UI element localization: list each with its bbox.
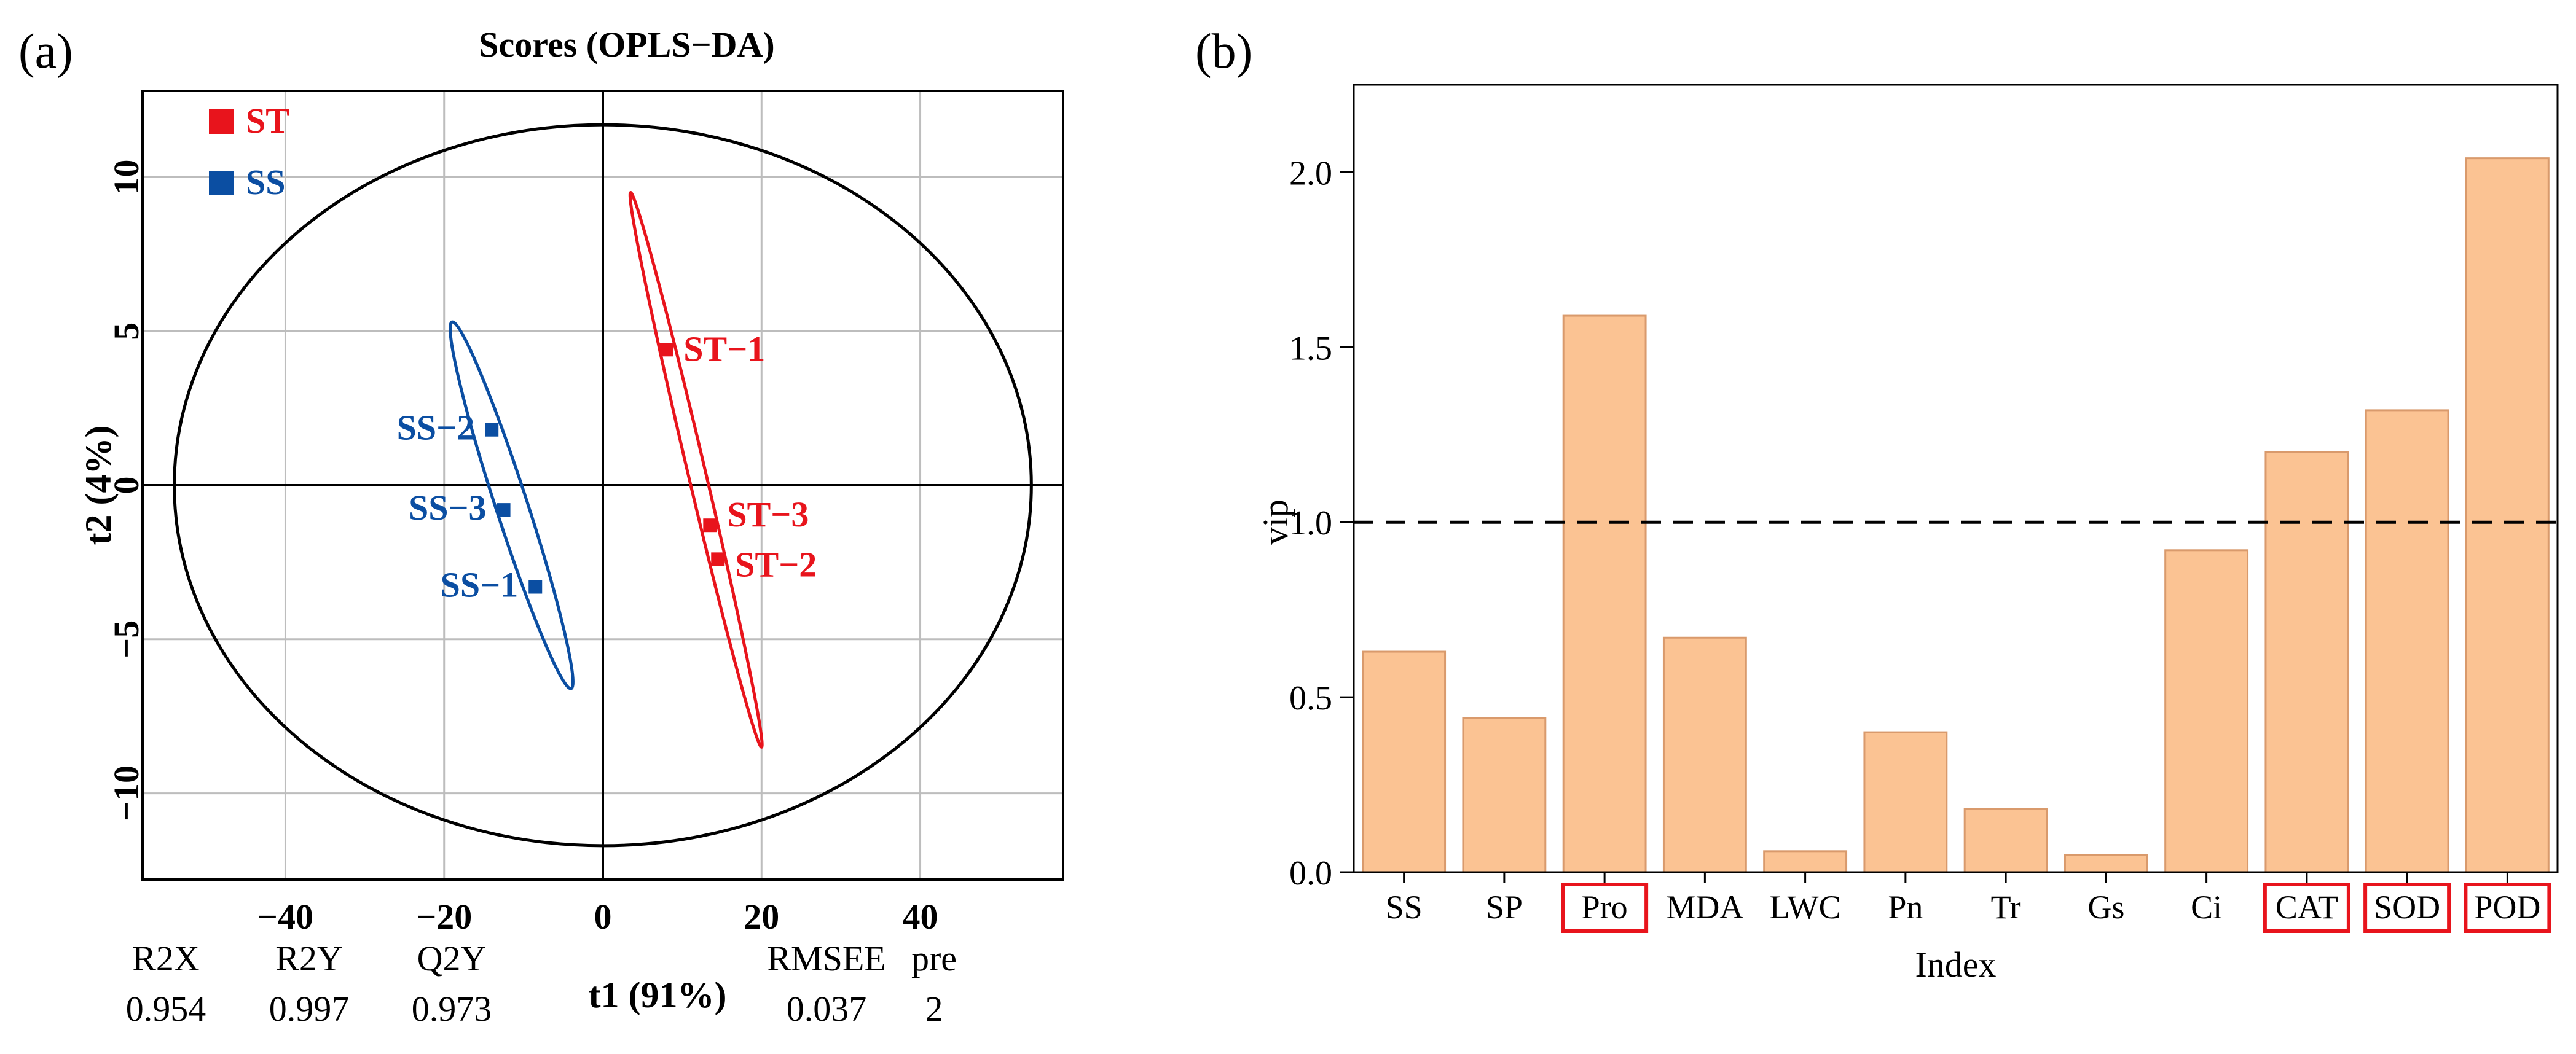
- vip-bar-pn: [1863, 731, 1948, 873]
- plot-frame: [1353, 84, 2559, 873]
- y-tick-label: 1.0: [1289, 504, 1332, 542]
- point-label: SS−1: [441, 565, 519, 605]
- stat-header: Q2Y: [417, 939, 487, 978]
- panel-a-title: Scores (OPLS−DA): [479, 25, 774, 64]
- x-tick-label: 20: [744, 897, 779, 937]
- score-point-ss: [497, 503, 511, 517]
- legend-swatch-ss: [209, 171, 234, 195]
- x-tick-label: SP: [1486, 889, 1523, 926]
- vip-bar-sp: [1462, 717, 1547, 873]
- x-tick-label: CAT: [2276, 889, 2338, 926]
- y-tick-label: −10: [106, 765, 146, 821]
- x-tick-label: 0: [594, 897, 612, 937]
- score-point-st: [703, 518, 717, 533]
- plot-frame: [141, 90, 1064, 881]
- legend-swatch-st: [209, 109, 234, 134]
- vip-bar-pro: [1562, 314, 1647, 873]
- stat-value: 0.973: [412, 989, 492, 1029]
- model-stats-table: R2X R2Y Q2Y RMSEE pre 0.954 0.997 0.973 0.037 2: [126, 939, 957, 1029]
- vip-bar-mda: [1662, 636, 1747, 873]
- panel-b-vip-chart: (b) 0.0 0.5 1.0 1.5 2.0 SS SP Pro MDA LWC Pn Tr Gs C…: [1195, 25, 2559, 985]
- y-tick-labels: −10 −5 0 5 10: [106, 159, 146, 821]
- x-tick-labels: −40 −20 0 20 40: [257, 897, 938, 937]
- x-tick-label: POD: [2474, 889, 2540, 926]
- point-label: ST−2: [735, 544, 817, 584]
- highlight-box: [1561, 883, 1649, 933]
- legend-label: ST: [246, 101, 289, 141]
- x-tick-label: Gs: [2087, 889, 2124, 926]
- y-tick-label: 1.5: [1289, 329, 1332, 367]
- stat-header: RMSEE: [767, 939, 886, 978]
- y-tick-label: 10: [106, 159, 146, 195]
- y-ticks: 0.0 0.5 1.0 1.5 2.0: [1289, 154, 1354, 892]
- highlight-box: [2464, 883, 2551, 933]
- confidence-ellipse-st: [628, 191, 764, 749]
- score-point-st: [711, 552, 725, 566]
- y-tick-label: 0.5: [1289, 679, 1332, 717]
- stat-value: 0.997: [269, 989, 350, 1029]
- stat-header: pre: [911, 939, 957, 978]
- stat-value: 0.954: [126, 989, 206, 1029]
- stat-header: R2X: [132, 939, 200, 978]
- panel-b-label: (b): [1195, 25, 1252, 79]
- axes-crosshair: [143, 91, 1063, 880]
- vip-bar-cat: [2264, 451, 2349, 873]
- x-tick-label: SS: [1386, 889, 1423, 926]
- legend-label: SS: [246, 162, 286, 202]
- score-point-st: [659, 343, 673, 357]
- score-point-ss: [528, 580, 543, 594]
- y-tick-label: −5: [106, 620, 146, 658]
- vip-bar-lwc: [1763, 850, 1848, 873]
- vip-bar-gs: [2064, 854, 2148, 873]
- x-tick-label: Ci: [2191, 889, 2222, 926]
- vip-bar-ci: [2164, 549, 2249, 873]
- x-axis-label: Index: [1915, 945, 1996, 985]
- y-axis-label: vip: [1255, 499, 1295, 545]
- confidence-ellipse-ss: [449, 320, 575, 690]
- x-tick-label: −40: [257, 897, 313, 937]
- stat-header: R2Y: [275, 939, 343, 978]
- vip-bar-sod: [2365, 409, 2449, 873]
- y-tick-label: 2.0: [1289, 154, 1332, 192]
- x-axis-label: t1 (91%): [589, 975, 727, 1015]
- x-tick-label: LWC: [1770, 889, 1841, 926]
- x-tick-label: Tr: [1991, 889, 2021, 926]
- point-label: SS−3: [409, 488, 487, 528]
- x-tick-label: −20: [416, 897, 472, 937]
- stat-value: 2: [925, 989, 943, 1029]
- vip-bar-pod: [2465, 157, 2550, 873]
- y-axis-label: t2 (4%): [78, 426, 119, 545]
- x-tick-labels: SS SP Pro MDA LWC Pn Tr Gs Ci CAT SOD POD: [1386, 872, 2551, 933]
- score-points: ST−1 ST−3 ST−2 SS−2 SS−3 SS−1: [397, 329, 817, 604]
- hotelling-t2-ellipse: [173, 123, 1033, 848]
- stat-value: 0.037: [787, 989, 867, 1029]
- point-label: SS−2: [397, 408, 475, 448]
- x-tick-label: SOD: [2374, 889, 2440, 926]
- ellipses: [173, 123, 1033, 848]
- y-tick-label: 0: [106, 477, 146, 494]
- vip-bar-ss: [1362, 650, 1447, 873]
- x-tick-label: Pro: [1582, 889, 1628, 926]
- y-tick-label: 5: [106, 322, 146, 340]
- x-tick-label: MDA: [1666, 889, 1743, 926]
- point-label: ST−3: [727, 494, 809, 534]
- legend: ST SS: [209, 101, 289, 202]
- y-tick-label: 0.0: [1289, 854, 1332, 892]
- x-tick-label: 40: [903, 897, 938, 937]
- point-label: ST−1: [683, 329, 765, 369]
- x-tick-label: Pn: [1888, 889, 1923, 926]
- panel-a-scores-plot: (a) Scores (OPLS−DA) ST−1ST−3ST−2SS−2SS−…: [18, 25, 1064, 1029]
- highlight-box: [2263, 883, 2350, 933]
- vip-bar-tr: [1963, 808, 2048, 873]
- panel-a-label: (a): [18, 25, 73, 79]
- vip-bars: [1362, 157, 2550, 873]
- score-point-ss: [485, 423, 499, 437]
- highlight-box: [2363, 883, 2451, 933]
